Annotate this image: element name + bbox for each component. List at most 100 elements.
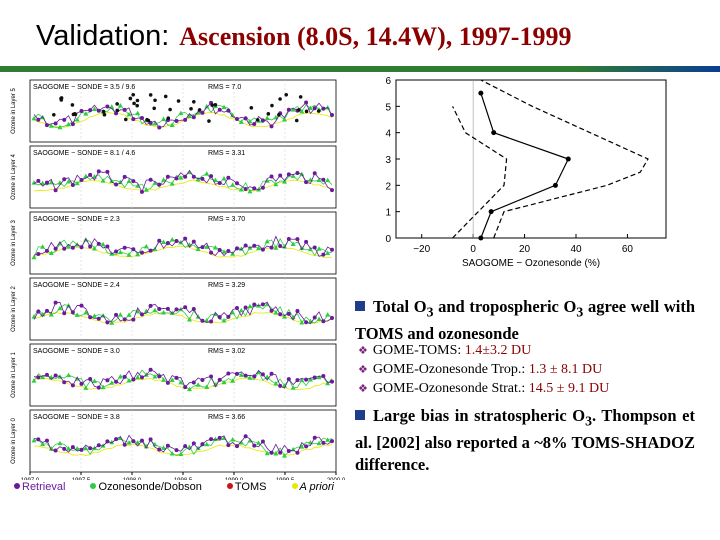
sonde-point [186, 113, 192, 119]
retrieval-point [269, 371, 274, 376]
sonde-point [290, 241, 296, 246]
x-tick-label: 1998.0 [123, 478, 142, 480]
sonde-point [74, 312, 80, 317]
retrieval-point [191, 307, 196, 312]
toms-point [72, 112, 77, 116]
retrieval-point [53, 300, 58, 305]
retrieval-point [330, 379, 334, 384]
panel-y-label: Ozone in Layer 0 [11, 417, 17, 463]
retrieval-point [234, 305, 239, 310]
panel-rms-label: RMS = 3.70 [208, 216, 245, 223]
panel-header-label: SAOGOME − SONDE = 2.4 [33, 282, 120, 289]
toms-point [304, 109, 309, 114]
retrieval-point [234, 116, 239, 121]
retrieval-point [96, 443, 101, 448]
sonde-point [221, 379, 227, 385]
retrieval-point [131, 117, 136, 122]
sonde-point [57, 440, 63, 446]
retrieval-point [278, 243, 283, 248]
toms-point [166, 116, 171, 120]
retrieval-point [295, 450, 300, 455]
toms-point [266, 112, 271, 116]
sonde-point [178, 451, 184, 457]
sonde-point [316, 246, 322, 251]
legend-toms: TOMS [226, 481, 266, 493]
retrieval-point [139, 189, 144, 194]
sonde-point [316, 316, 322, 322]
toms-point [278, 97, 282, 101]
retrieval-point [70, 445, 75, 450]
sonde-point [195, 445, 201, 451]
x-tick-label: −20 [413, 244, 430, 255]
sonde-point [316, 440, 322, 446]
apriori-line [33, 111, 333, 128]
retrieval-point [312, 435, 317, 440]
sonde-point [230, 182, 236, 187]
y-tick-label: 0 [385, 234, 391, 245]
title-main: Validation: [36, 20, 170, 52]
retrieval-point [226, 175, 231, 180]
retrieval-point [44, 248, 49, 253]
retrieval-point [131, 179, 136, 184]
toms-point [135, 103, 139, 108]
retrieval-point [243, 243, 248, 248]
retrieval-point [131, 317, 136, 322]
sonde-point [230, 378, 236, 383]
retrieval-point [312, 315, 317, 320]
retrieval-line [33, 101, 333, 129]
sonde-point [195, 246, 201, 251]
sonde-point [48, 123, 54, 128]
retrieval-point [278, 450, 283, 455]
retrieval-point [174, 176, 179, 181]
layer-panel: SAOGOME − SONDE = 8.1 / 4.6 RMS = 3.31 Ozo… [11, 145, 337, 209]
retrieval-point [312, 171, 317, 176]
sonde-point [273, 245, 279, 250]
retrieval-point [304, 444, 309, 449]
retrieval-point [252, 443, 257, 448]
retrieval-point [286, 377, 291, 382]
legend-apriori: A priori [291, 481, 334, 493]
retrieval-point [148, 437, 153, 442]
toms-point [102, 112, 107, 117]
retrieval-point [79, 109, 84, 114]
retrieval-point [243, 305, 248, 310]
panel-header-label: SAOGOME − SONDE = 3.5 / 9.6 [33, 84, 135, 91]
sonde-point [91, 313, 97, 318]
sonde-point [74, 446, 80, 451]
sub-bullet-1: ❖ GOME-TOMS: 1.4±3.2 DU [358, 343, 532, 358]
retrieval-point [174, 307, 179, 312]
retrieval-point [165, 174, 170, 179]
toms-point [176, 99, 181, 103]
panel-rms-label: RMS = 3.02 [208, 348, 245, 355]
retrieval-point [200, 318, 205, 323]
sonde-line [33, 104, 333, 128]
retrieval-point [79, 177, 84, 182]
sonde-point [117, 373, 123, 379]
retrieval-point [183, 117, 188, 122]
y-tick-label: 1 [385, 208, 391, 219]
panel-rms-label: RMS = 3.66 [208, 414, 245, 421]
retrieval-point [114, 437, 119, 442]
retrieval-point [295, 237, 300, 242]
retrieval-point [62, 246, 67, 251]
sonde-point [161, 177, 167, 182]
sonde-point [256, 369, 262, 375]
mean-profile-point [552, 182, 558, 188]
retrieval-point [330, 439, 334, 444]
apriori-line [33, 179, 333, 192]
sonde-point [40, 374, 46, 380]
legend-retrieval-marker [14, 483, 20, 489]
x-tick-label: 20 [519, 244, 531, 255]
retrieval-point [286, 172, 291, 177]
toms-point [59, 96, 64, 100]
retrieval-point [295, 378, 300, 383]
layer-panels-chart: SAOGOME − SONDE = 3.5 / 9.6 RMS = 7.0 Ozon… [11, 79, 346, 480]
retrieval-point [62, 311, 67, 316]
diamond-bullet-icon: ❖ [358, 364, 368, 376]
retrieval-point [217, 248, 222, 253]
sub-bullet-3: ❖ GOME-Ozonesonde Strat.: 14.5 ± 9.1 DU [358, 381, 610, 396]
sonde-point [204, 317, 210, 323]
retrieval-point [96, 169, 101, 174]
diamond-bullet-icon: ❖ [358, 383, 368, 395]
toms-point [192, 100, 196, 104]
